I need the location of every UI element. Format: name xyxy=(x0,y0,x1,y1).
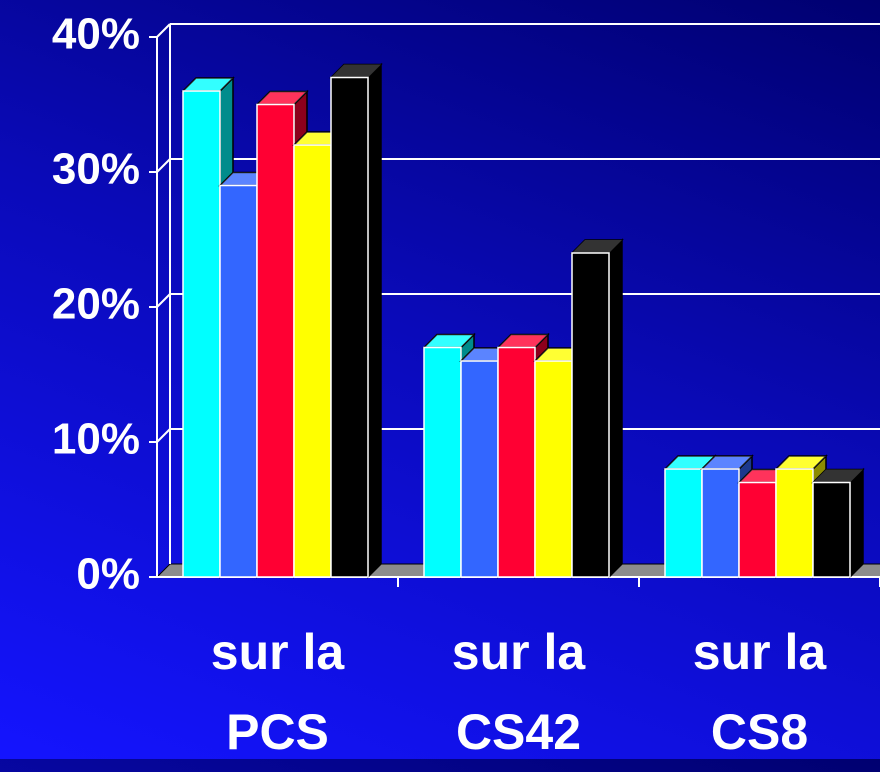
bar-top-shade xyxy=(665,456,715,469)
bar xyxy=(571,252,610,578)
bar-side-shade xyxy=(609,240,622,577)
bar xyxy=(775,468,814,578)
bar-top-shade xyxy=(331,64,381,78)
bar-side-shade xyxy=(368,64,381,577)
grid-diag xyxy=(156,158,171,173)
bar xyxy=(738,481,777,578)
bar-top-shade xyxy=(572,240,622,253)
x-tick-label: sur la PCS xyxy=(210,624,345,760)
grid-diag xyxy=(156,293,171,308)
grid-diag xyxy=(156,23,171,38)
bar xyxy=(664,468,703,578)
bar xyxy=(330,76,369,578)
bar xyxy=(497,346,536,578)
y-tick-label: 0% xyxy=(76,550,140,599)
y-tick-label: 30% xyxy=(52,145,140,194)
bar xyxy=(812,481,851,578)
y-tick-label: 20% xyxy=(52,280,140,329)
grid-diag xyxy=(156,428,171,443)
y-tick-label: 10% xyxy=(52,415,140,464)
bar-top-shade xyxy=(776,456,826,469)
bar xyxy=(534,360,573,578)
bar xyxy=(219,184,258,578)
bar-top-shade xyxy=(257,91,307,105)
bar xyxy=(423,346,462,578)
bar xyxy=(256,103,295,578)
x-tick-label: sur la CS42 xyxy=(451,624,586,760)
bar-top-shade xyxy=(424,334,474,348)
bar-top-shade xyxy=(702,456,752,469)
bar xyxy=(701,468,740,578)
bar xyxy=(460,360,499,578)
x-tick-label: sur la CS8 xyxy=(692,624,827,760)
y-tick-label: 40% xyxy=(52,10,140,59)
bar-top-shade xyxy=(183,78,233,91)
bar xyxy=(182,90,221,578)
bar-side-shade xyxy=(850,469,863,577)
bar xyxy=(293,144,332,578)
bar-top-shade xyxy=(498,334,548,348)
bar-top-shade xyxy=(813,469,863,483)
